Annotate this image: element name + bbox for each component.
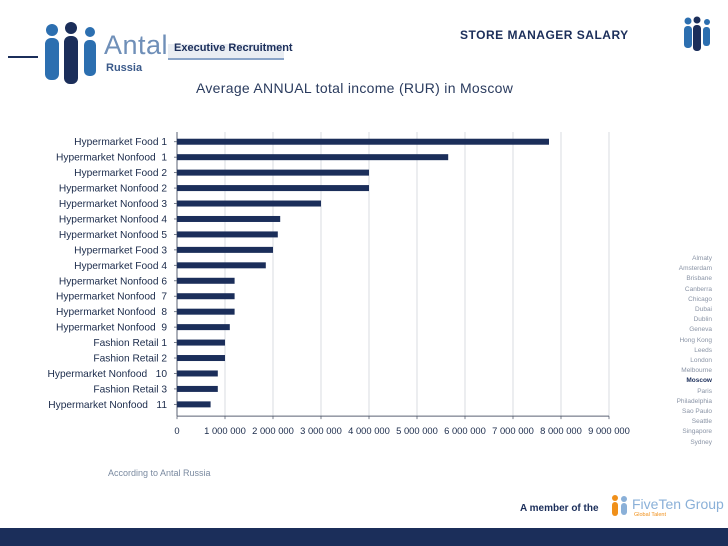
bar (177, 401, 211, 408)
city-item: Singapore (682, 428, 712, 436)
city-item: Almaty (692, 255, 712, 262)
x-tick-label: 8 000 000 (540, 425, 582, 436)
x-tick-label: 2 000 000 (252, 425, 294, 436)
bar (177, 138, 549, 145)
category-label: Hypermarket Nonfood 5 (59, 230, 167, 241)
category-label: Hypermarket Food 4 (74, 261, 167, 272)
city-list: Almaty Amsterdam Brisbane Canberra Chicago Du… (652, 254, 712, 448)
bar (177, 169, 369, 176)
bar (177, 370, 218, 377)
fiveten-logo-icon (612, 495, 627, 516)
city-item: Leeds (694, 346, 712, 354)
x-tick-label: 7 000 000 (492, 425, 534, 436)
category-label: Fashion Retail 1 (93, 338, 167, 349)
city-item: Paris (697, 387, 712, 395)
x-tick-label: 5 000 000 (396, 425, 438, 436)
page-title: STORE MANAGER SALARY (460, 28, 629, 42)
city-item: Chicago (688, 295, 712, 303)
bar-chart: Hypermarket Food 1 Hypermarket Nonfood 1 H… (48, 132, 630, 436)
x-tick-label: 6 000 000 (444, 425, 486, 436)
category-label: Hypermarket Nonfood 7 (56, 292, 167, 303)
x-tick-label: 1 000 000 (204, 425, 246, 436)
city-item: London (690, 357, 712, 365)
city-item: Amsterdam (678, 265, 712, 273)
group-subtitle: Global Talent (634, 512, 667, 518)
footer-bar (0, 528, 728, 546)
x-tick-label: 4 000 000 (348, 425, 390, 436)
brand-tagline: Executive Recruitment (174, 42, 293, 54)
bar (177, 293, 235, 300)
bar (177, 324, 230, 331)
group-name: FiveTen Group (632, 496, 724, 512)
city-item: Sydney (690, 438, 712, 446)
category-label: Hypermarket Nonfood 3 (59, 199, 167, 210)
tagline-bar (168, 44, 284, 60)
city-item: Sao Paulo (682, 408, 712, 416)
bar (177, 231, 278, 238)
city-item: Geneva (689, 326, 712, 334)
category-label: Hypermarket Nonfood 4 (59, 214, 167, 225)
category-label: Hypermarket Nonfood 2 (59, 184, 167, 195)
city-item: Dubai (695, 306, 712, 314)
bar (177, 385, 218, 392)
chart-subtitle: Average ANNUAL total income (RUR) in Mos… (196, 80, 514, 96)
category-label: Hypermarket Food 2 (74, 168, 167, 179)
city-item: Philadelphia (676, 397, 712, 405)
antal-people-logo-icon (45, 22, 96, 84)
bar (177, 185, 369, 192)
bar (177, 339, 225, 346)
category-label: Hypermarket Nonfood 6 (59, 276, 167, 287)
city-item: Seattle (691, 418, 712, 426)
city-item: Brisbane (686, 275, 712, 283)
member-text: A member of the (520, 503, 599, 514)
city-item: Dublin (693, 316, 712, 324)
city-item: Melbourne (681, 367, 712, 375)
category-label: Fashion Retail 3 (93, 384, 167, 395)
category-label: Hypermarket Nonfood 1 (56, 153, 167, 164)
logo-divider-line (8, 56, 38, 58)
bar (177, 246, 273, 253)
city-item: Canberra (684, 285, 712, 293)
city-item: Hong Kong (679, 336, 712, 344)
category-label: Hypermarket Food 1 (74, 137, 167, 148)
bar (177, 308, 235, 315)
antal-small-logo-icon (684, 16, 710, 51)
category-label: Fashion Retail 2 (93, 354, 167, 365)
x-tick-label: 3 000 000 (300, 425, 342, 436)
bar (177, 200, 321, 207)
source-note: According to Antal Russia (108, 468, 211, 478)
category-label: Hypermarket Nonfood 9 (56, 323, 167, 334)
bar (177, 277, 235, 284)
category-label: Hypermarket Food 3 (74, 245, 167, 256)
x-tick-label: 0 (174, 425, 179, 436)
bar (177, 154, 449, 161)
brand-name: Antal (104, 30, 169, 60)
category-label: Hypermarket Nonfood 10 (48, 369, 168, 380)
bar (177, 215, 281, 222)
bar (177, 262, 266, 269)
x-tick-label: 9 000 000 (588, 425, 630, 436)
brand-region: Russia (106, 62, 143, 74)
category-label: Hypermarket Nonfood 11 (48, 400, 167, 411)
category-label: Hypermarket Nonfood 8 (56, 307, 167, 318)
city-item: Moscow (686, 377, 712, 385)
bar (177, 355, 225, 362)
